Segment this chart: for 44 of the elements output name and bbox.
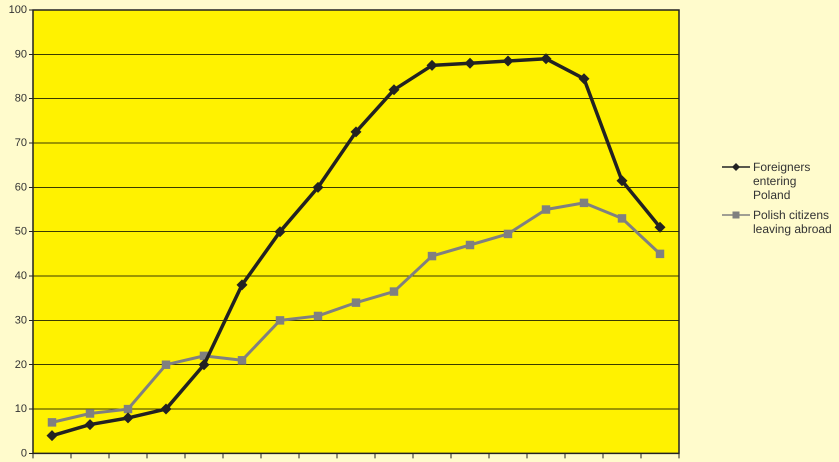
point [502, 55, 514, 66]
y-tick-label: 80 [14, 92, 27, 105]
y-tick-label: 40 [14, 270, 27, 282]
y-tick-label: 90 [14, 48, 27, 60]
point [124, 404, 132, 414]
point [580, 198, 588, 208]
point [504, 230, 512, 238]
point [198, 359, 210, 370]
point [656, 250, 664, 258]
point [122, 412, 134, 424]
legend-label: Foreigners entering Poland [753, 160, 812, 202]
point [160, 404, 172, 415]
y-tick-label: 70 [14, 137, 27, 150]
point [274, 226, 286, 238]
point [352, 298, 360, 307]
point [618, 214, 626, 223]
y-tick-label: 20 [14, 358, 27, 371]
point [390, 287, 398, 296]
point [616, 175, 628, 186]
point [578, 73, 590, 84]
y-tick-label: 60 [14, 181, 27, 194]
point [314, 312, 322, 320]
point [542, 205, 550, 214]
point [238, 356, 246, 365]
y-tick-label: 10 [14, 403, 27, 416]
y-tick-label: 100 [8, 4, 27, 16]
point [236, 279, 248, 290]
y-tick-label: 30 [14, 314, 27, 326]
point [46, 430, 58, 442]
point [162, 360, 170, 369]
point [48, 418, 56, 427]
point [312, 182, 324, 193]
y-tick-label: 50 [14, 226, 27, 238]
point [388, 84, 400, 96]
point [654, 222, 666, 233]
point [350, 126, 362, 138]
point [540, 53, 552, 64]
point [84, 419, 96, 430]
point [426, 60, 438, 71]
point [464, 58, 476, 69]
point [428, 252, 436, 260]
point [276, 316, 284, 325]
y-tick-label: 0 [20, 447, 27, 460]
legend-label: Polish citizens leaving abroad [753, 208, 833, 236]
